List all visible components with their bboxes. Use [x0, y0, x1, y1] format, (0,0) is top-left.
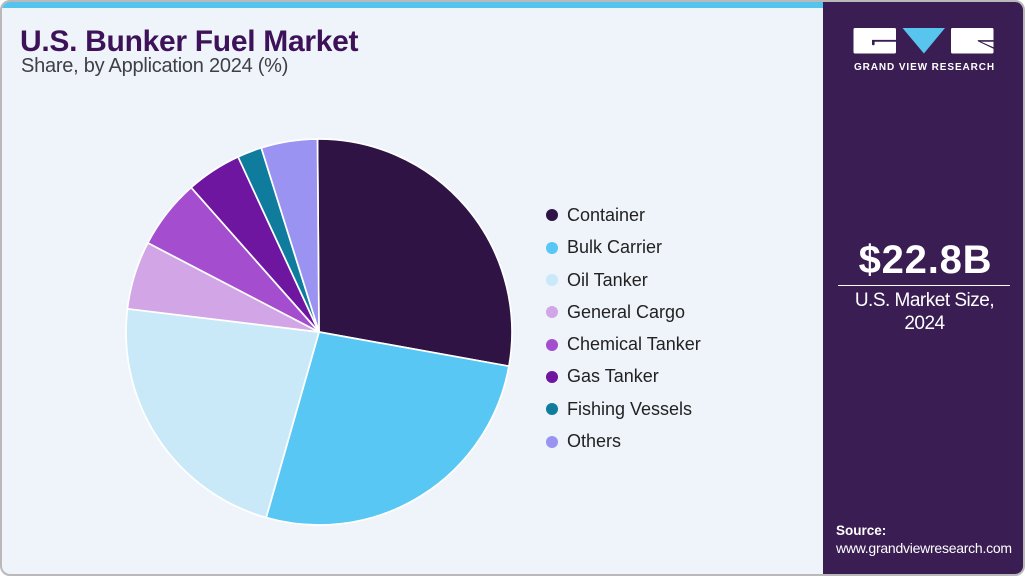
svg-text:GRAND VIEW RESEARCH: GRAND VIEW RESEARCH: [854, 62, 995, 73]
